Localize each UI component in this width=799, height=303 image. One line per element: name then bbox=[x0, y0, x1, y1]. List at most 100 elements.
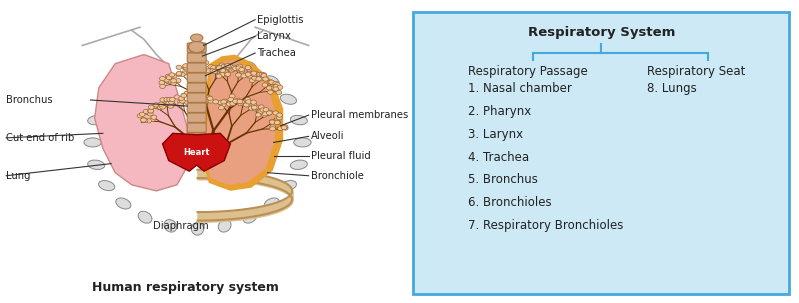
Circle shape bbox=[226, 66, 232, 70]
Ellipse shape bbox=[88, 115, 105, 125]
Circle shape bbox=[248, 106, 254, 110]
Circle shape bbox=[276, 116, 282, 120]
Circle shape bbox=[277, 85, 283, 89]
Circle shape bbox=[213, 66, 220, 70]
Text: Trachea: Trachea bbox=[257, 48, 296, 58]
Circle shape bbox=[244, 103, 249, 107]
Text: Epiglottis: Epiglottis bbox=[257, 15, 304, 25]
Circle shape bbox=[181, 71, 187, 75]
Circle shape bbox=[262, 112, 268, 116]
Text: 3. Larynx: 3. Larynx bbox=[468, 128, 523, 141]
Circle shape bbox=[211, 65, 217, 70]
Circle shape bbox=[216, 74, 222, 78]
Circle shape bbox=[272, 86, 277, 90]
Circle shape bbox=[256, 72, 263, 77]
Circle shape bbox=[269, 120, 276, 124]
Circle shape bbox=[169, 73, 175, 77]
Ellipse shape bbox=[138, 211, 152, 223]
Circle shape bbox=[143, 109, 149, 114]
Circle shape bbox=[149, 117, 156, 122]
Circle shape bbox=[221, 65, 226, 69]
Circle shape bbox=[261, 74, 267, 78]
Circle shape bbox=[192, 92, 197, 96]
Circle shape bbox=[218, 106, 225, 110]
Circle shape bbox=[282, 125, 288, 129]
FancyBboxPatch shape bbox=[413, 12, 789, 294]
Ellipse shape bbox=[294, 138, 311, 147]
Circle shape bbox=[268, 80, 273, 84]
Circle shape bbox=[261, 113, 268, 117]
Text: Larynx: Larynx bbox=[257, 31, 291, 42]
Text: 6. Bronchioles: 6. Bronchioles bbox=[468, 196, 552, 209]
Circle shape bbox=[189, 65, 195, 69]
Circle shape bbox=[252, 106, 257, 111]
Circle shape bbox=[203, 98, 209, 103]
Circle shape bbox=[208, 65, 213, 69]
Text: Bronchiole: Bronchiole bbox=[311, 171, 364, 181]
Circle shape bbox=[142, 118, 148, 122]
Circle shape bbox=[169, 79, 174, 83]
Circle shape bbox=[180, 72, 185, 77]
Circle shape bbox=[141, 118, 147, 122]
Circle shape bbox=[233, 66, 238, 71]
Circle shape bbox=[267, 110, 273, 114]
Circle shape bbox=[208, 99, 213, 103]
Ellipse shape bbox=[290, 115, 308, 125]
Circle shape bbox=[246, 100, 252, 104]
Circle shape bbox=[191, 65, 197, 69]
Ellipse shape bbox=[98, 94, 115, 104]
Circle shape bbox=[233, 99, 238, 103]
Circle shape bbox=[222, 70, 229, 74]
Circle shape bbox=[175, 78, 181, 83]
Circle shape bbox=[163, 99, 169, 103]
Circle shape bbox=[247, 74, 252, 78]
Circle shape bbox=[246, 67, 252, 71]
Circle shape bbox=[225, 72, 230, 77]
Circle shape bbox=[207, 96, 213, 101]
Text: Heart: Heart bbox=[184, 148, 210, 157]
Circle shape bbox=[213, 100, 219, 104]
Ellipse shape bbox=[290, 160, 308, 169]
Circle shape bbox=[176, 65, 182, 69]
Circle shape bbox=[160, 98, 165, 102]
Circle shape bbox=[217, 101, 224, 105]
Ellipse shape bbox=[264, 76, 279, 87]
Circle shape bbox=[160, 84, 165, 88]
Circle shape bbox=[230, 102, 236, 106]
FancyBboxPatch shape bbox=[187, 123, 206, 132]
Circle shape bbox=[219, 63, 225, 67]
Circle shape bbox=[149, 105, 154, 109]
Circle shape bbox=[282, 126, 288, 130]
Circle shape bbox=[137, 114, 143, 118]
Text: Respiratory System: Respiratory System bbox=[527, 26, 675, 39]
Text: 8. Lungs: 8. Lungs bbox=[647, 82, 697, 95]
Circle shape bbox=[197, 91, 204, 95]
Ellipse shape bbox=[138, 62, 152, 74]
Ellipse shape bbox=[84, 138, 101, 147]
Text: 2. Pharynx: 2. Pharynx bbox=[468, 105, 531, 118]
Circle shape bbox=[250, 71, 256, 75]
Circle shape bbox=[189, 71, 196, 75]
Circle shape bbox=[165, 74, 171, 78]
Circle shape bbox=[160, 76, 165, 81]
Circle shape bbox=[196, 98, 202, 102]
Circle shape bbox=[228, 97, 233, 102]
Circle shape bbox=[256, 77, 261, 81]
Circle shape bbox=[268, 80, 275, 84]
Polygon shape bbox=[94, 55, 187, 191]
Circle shape bbox=[253, 105, 260, 109]
Circle shape bbox=[210, 69, 216, 73]
Text: 4. Trachea: 4. Trachea bbox=[468, 151, 530, 164]
Circle shape bbox=[225, 63, 231, 68]
FancyBboxPatch shape bbox=[187, 103, 206, 112]
Text: Diaphragm: Diaphragm bbox=[153, 221, 209, 231]
Circle shape bbox=[237, 64, 242, 68]
Text: Cut end of rib: Cut end of rib bbox=[6, 133, 74, 143]
Circle shape bbox=[185, 91, 190, 95]
Circle shape bbox=[270, 127, 276, 131]
Circle shape bbox=[220, 68, 225, 72]
Circle shape bbox=[266, 111, 272, 115]
Circle shape bbox=[241, 74, 247, 78]
Circle shape bbox=[267, 86, 272, 90]
Circle shape bbox=[206, 69, 212, 73]
